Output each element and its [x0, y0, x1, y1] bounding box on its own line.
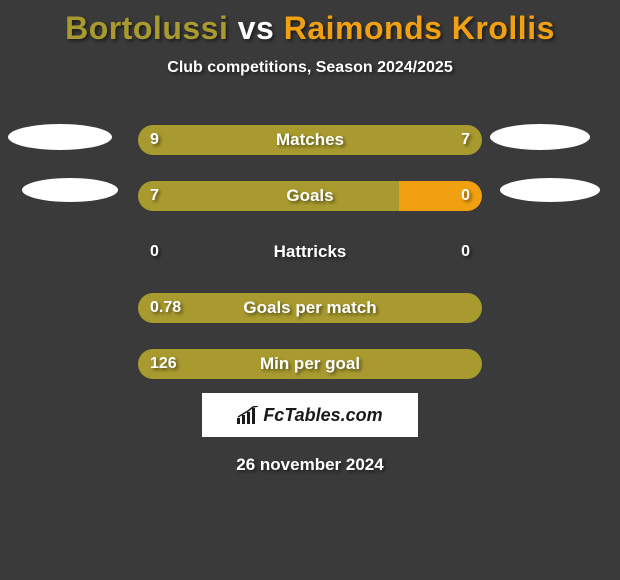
decorative-ellipse: [8, 124, 112, 150]
decorative-ellipse: [500, 178, 600, 202]
stat-bar-track: Hattricks0 0: [138, 237, 482, 267]
stat-value-right: 7: [461, 125, 470, 155]
chart-icon: [237, 406, 259, 424]
player-right-name: Raimonds Krollis: [284, 10, 555, 46]
vs-separator: vs: [228, 10, 283, 46]
stats-rows: Matches97Goals70Hattricks00Goals per mat…: [0, 125, 620, 379]
stat-label: Hattricks: [138, 237, 482, 267]
stat-bar-track: Goals per match0.78: [138, 293, 482, 323]
stat-label: Goals per match: [138, 293, 482, 323]
season-subtitle: Club competitions, Season 2024/2025: [0, 59, 620, 77]
stat-row: Goals per match0.78: [0, 293, 620, 323]
stat-label: Min per goal: [138, 349, 482, 379]
stat-value-right: 0: [461, 181, 470, 211]
stat-bar-track: Min per goal126: [138, 349, 482, 379]
logo-text: FcTables.com: [263, 405, 382, 426]
comparison-title: Bortolussi vs Raimonds Krollis: [0, 0, 620, 47]
stat-row: Min per goal126: [0, 349, 620, 379]
player-left-name: Bortolussi: [65, 10, 228, 46]
stat-value-left: 126: [150, 349, 177, 379]
fctables-logo[interactable]: FcTables.com: [202, 393, 418, 437]
stat-bar-track: Matches9 7: [138, 125, 482, 155]
snapshot-date: 26 november 2024: [0, 455, 620, 475]
stat-value-right: 0: [461, 237, 470, 267]
decorative-ellipse: [490, 124, 590, 150]
decorative-ellipse: [22, 178, 118, 202]
stat-bar-track: Goals7 0: [138, 181, 482, 211]
stat-value-left: 9: [150, 125, 159, 155]
stat-label: Goals: [138, 181, 482, 211]
stat-label: Matches: [138, 125, 482, 155]
stat-value-left: 7: [150, 181, 159, 211]
stat-row: Hattricks0 0: [0, 237, 620, 267]
stat-value-left: 0.78: [150, 293, 181, 323]
stat-value-left: 0: [150, 237, 159, 267]
